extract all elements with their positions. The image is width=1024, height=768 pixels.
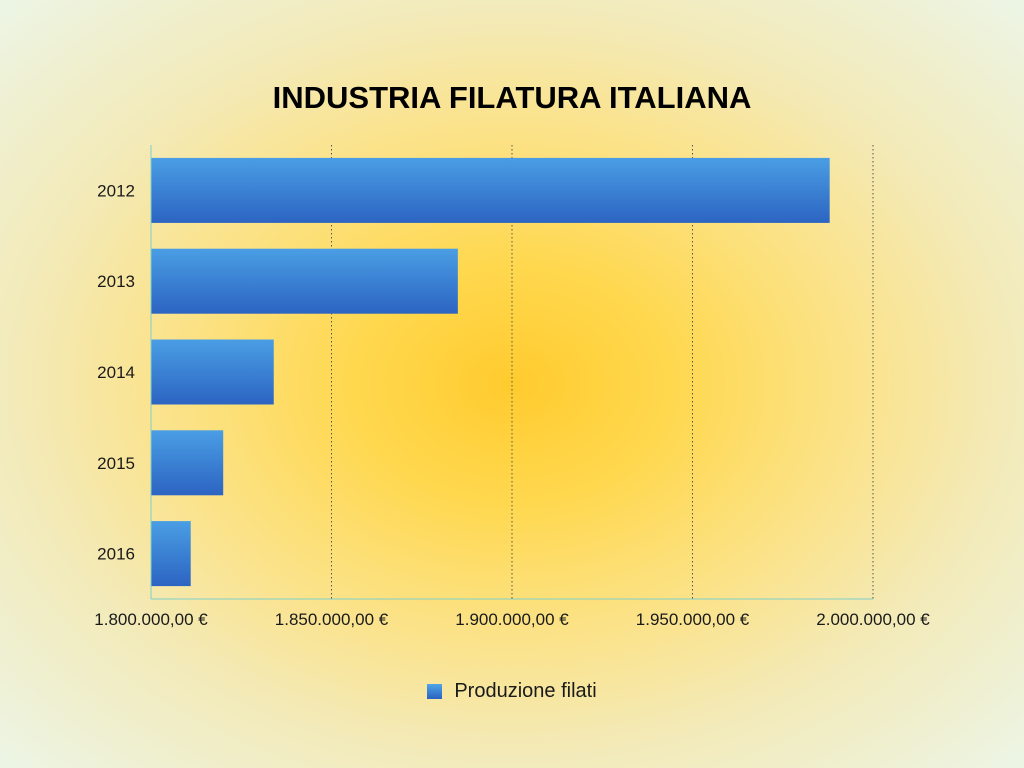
- chart-title: INDUSTRIA FILATURA ITALIANA: [272, 80, 752, 115]
- bar-2013: [151, 248, 458, 314]
- bar-2014: [151, 339, 274, 405]
- bars: [151, 157, 830, 587]
- bar-2012: [151, 157, 830, 223]
- y-tick-label-2014: 2014: [97, 363, 135, 382]
- x-tick-label-2: 1.900.000,00 €: [455, 610, 569, 629]
- x-tick-label-4: 2.000.000,00 €: [816, 610, 930, 629]
- y-tick-label-2013: 2013: [97, 272, 135, 291]
- bar-2016: [151, 521, 191, 587]
- legend-label: Produzione filati: [454, 680, 597, 702]
- x-tick-label-1: 1.850.000,00 €: [275, 610, 389, 629]
- y-tick-label-2015: 2015: [97, 454, 135, 473]
- x-tick-label-0: 1.800.000,00 €: [94, 610, 208, 629]
- legend-swatch: [427, 684, 443, 699]
- bar-2015: [151, 430, 224, 496]
- x-tick-label-3: 1.950.000,00 €: [636, 610, 750, 629]
- y-tick-label-2012: 2012: [97, 181, 135, 200]
- tick-labels: 2012 2013 2014 2015 2016 1.800.000,00 € 1.850.…: [94, 181, 930, 629]
- y-tick-label-2016: 2016: [97, 545, 135, 564]
- legend: Produzione filati: [0, 680, 1024, 703]
- axes: [150, 145, 873, 600]
